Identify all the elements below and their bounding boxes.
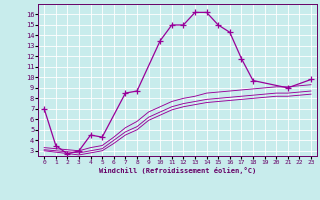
X-axis label: Windchill (Refroidissement éolien,°C): Windchill (Refroidissement éolien,°C) bbox=[99, 167, 256, 174]
